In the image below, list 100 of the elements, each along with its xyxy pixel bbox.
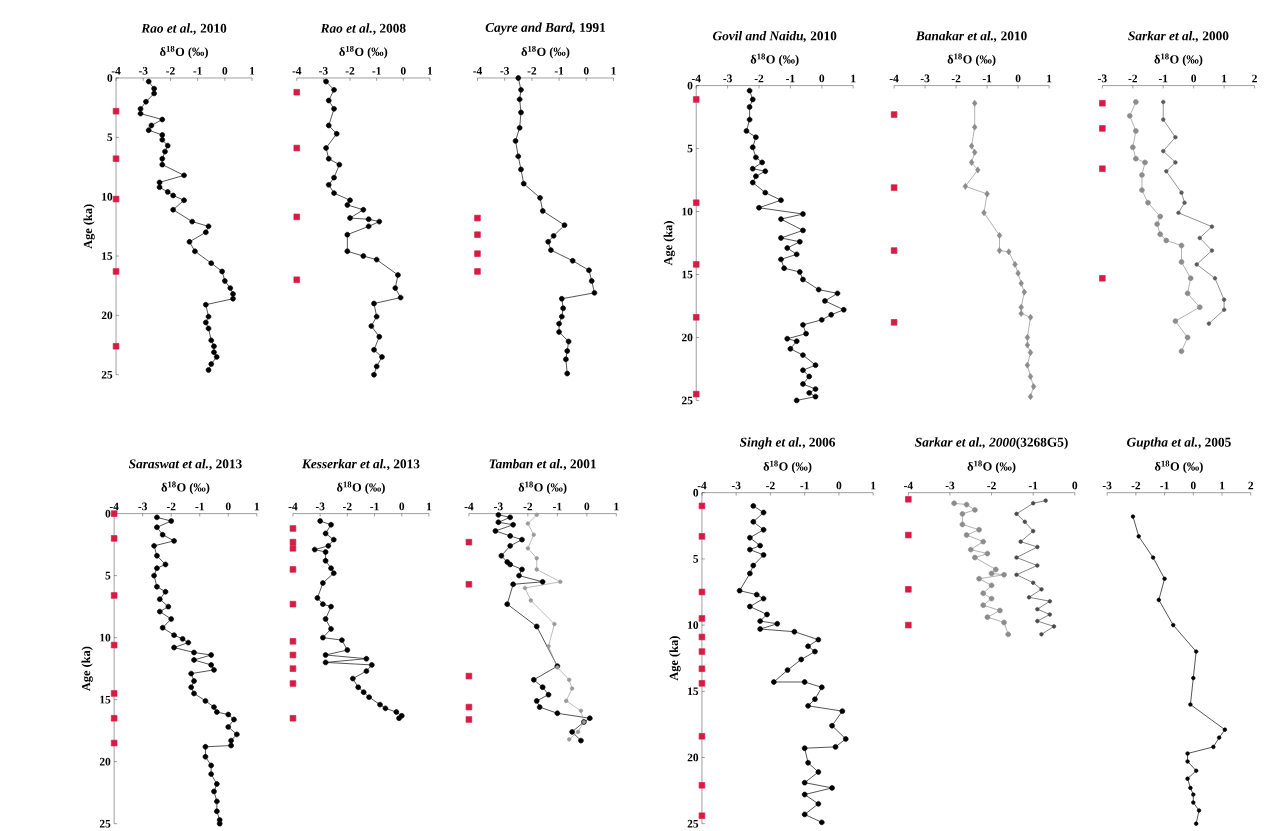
point xyxy=(778,235,784,241)
point xyxy=(1012,260,1018,268)
point xyxy=(829,722,835,729)
point xyxy=(1014,511,1019,516)
x-tick-label: -2 xyxy=(166,502,176,511)
point xyxy=(1217,735,1222,740)
x-tick-label: 1 xyxy=(871,481,876,490)
point xyxy=(750,503,757,509)
point xyxy=(525,521,531,526)
point xyxy=(793,397,800,404)
x-axis-title: δ$^{18}$O (‰) xyxy=(161,481,210,494)
point xyxy=(507,561,513,568)
point xyxy=(1188,702,1193,707)
point xyxy=(778,197,784,203)
point xyxy=(753,173,759,179)
point xyxy=(289,714,297,722)
point xyxy=(819,316,825,323)
point xyxy=(293,213,300,220)
point xyxy=(151,85,157,92)
point xyxy=(546,644,551,649)
point xyxy=(556,329,562,335)
point xyxy=(1163,237,1170,244)
point xyxy=(757,626,763,632)
point xyxy=(815,286,822,293)
point xyxy=(1157,231,1163,237)
x-tick-label: -3 xyxy=(494,502,503,511)
point xyxy=(322,549,329,555)
point xyxy=(202,697,209,704)
point xyxy=(1221,307,1227,312)
point xyxy=(205,325,212,332)
x-tick-label: -3 xyxy=(945,481,955,490)
point xyxy=(156,179,163,186)
point xyxy=(1194,649,1199,654)
x-tick-label: 0 xyxy=(1072,481,1078,490)
point xyxy=(465,672,473,680)
point xyxy=(552,621,557,626)
point xyxy=(839,708,846,714)
point xyxy=(314,595,321,601)
point xyxy=(972,123,978,131)
point xyxy=(395,272,401,278)
point xyxy=(791,628,798,635)
point xyxy=(1031,500,1036,506)
chart-title: Kesserkar et al., 2013 xyxy=(301,458,420,471)
point xyxy=(191,690,197,697)
point xyxy=(154,583,160,590)
point xyxy=(522,585,528,591)
point xyxy=(154,524,160,530)
point xyxy=(1047,612,1052,617)
point xyxy=(1206,321,1212,326)
point xyxy=(539,578,546,585)
point xyxy=(339,637,345,643)
point xyxy=(815,636,822,643)
x-tick-label: 1 xyxy=(427,502,432,511)
point xyxy=(980,538,987,545)
point xyxy=(1035,606,1040,612)
point xyxy=(559,313,565,320)
point xyxy=(159,132,166,138)
point xyxy=(976,575,982,582)
point xyxy=(693,313,700,321)
y-axis-title: Age (ka) xyxy=(669,636,681,681)
point xyxy=(360,206,367,213)
point xyxy=(317,518,323,524)
point xyxy=(289,665,297,672)
x-tick-label: -4 xyxy=(904,481,913,490)
point xyxy=(1014,555,1019,560)
point xyxy=(325,122,332,129)
point xyxy=(112,155,120,162)
point xyxy=(976,526,982,533)
point xyxy=(331,190,337,196)
point xyxy=(539,208,546,214)
point xyxy=(328,603,334,610)
point xyxy=(188,670,194,677)
point xyxy=(1222,727,1228,732)
point xyxy=(110,690,118,697)
point xyxy=(812,648,818,655)
point xyxy=(159,136,166,143)
point xyxy=(325,97,332,104)
point xyxy=(534,567,539,572)
point xyxy=(1184,290,1191,297)
point xyxy=(1145,199,1151,206)
point xyxy=(1194,768,1199,773)
point xyxy=(564,370,571,377)
point xyxy=(1182,200,1187,205)
point xyxy=(550,232,557,239)
point xyxy=(975,166,981,174)
x-tick-label: -1 xyxy=(372,66,381,75)
x-tick-label: 1 xyxy=(614,502,619,511)
x-tick-label: -3 xyxy=(138,66,148,75)
point xyxy=(1136,534,1141,539)
point xyxy=(815,800,822,807)
point xyxy=(984,614,991,620)
point xyxy=(1099,125,1106,132)
point xyxy=(376,333,383,340)
point xyxy=(1133,99,1139,105)
point xyxy=(569,257,576,264)
point xyxy=(373,363,380,370)
point xyxy=(1171,622,1176,628)
point xyxy=(365,216,372,222)
point xyxy=(698,588,706,596)
point xyxy=(322,616,329,622)
